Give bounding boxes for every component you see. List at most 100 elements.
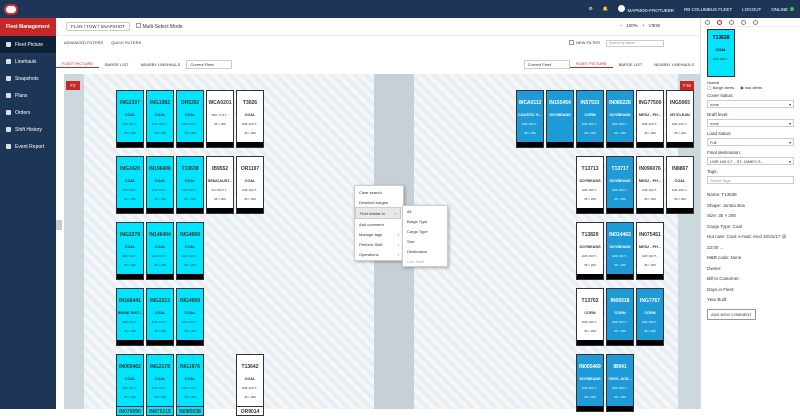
fleet-select-left[interactable]: Current Fleet: [186, 59, 233, 69]
barge-card[interactable]: IN005469 SOYBEANS LMF 193 T... 35 × 200: [576, 354, 604, 412]
multiselect-checkbox[interactable]: [136, 23, 142, 28]
context-submenu-item[interactable]: Barge Type: [407, 218, 428, 224]
user-menu[interactable]: MAPMOD-FROTUEBR: [618, 5, 674, 13]
advanced-filters-link[interactable]: ADVANCED FILTERS: [64, 39, 104, 45]
has-alerts-radio[interactable]: ◉ has alerts: [740, 85, 763, 90]
barge-card[interactable]: T13717 SOYBEANS LMF 193 T... 35 × 200: [606, 156, 634, 214]
barge-card[interactable]: IN8867 COAL LMF 193 T... 35 × 200: [666, 156, 694, 214]
check-icon[interactable]: [753, 19, 758, 25]
gear-icon[interactable]: ⚙: [588, 6, 593, 11]
barge-card[interactable]: ING2213 COAL LMF 193 T... 35 × 200: [146, 288, 174, 346]
barge-card[interactable]: ING4669 COAL LMF 193 T... 35 × 200: [176, 222, 204, 280]
context-menu-item[interactable]: Manage tags ›: [355, 229, 403, 239]
cover-status-select[interactable]: none ▾: [707, 100, 794, 108]
barge-card[interactable]: T13713 SOYBEANS LMF 193 T... 35 × 200: [576, 156, 604, 214]
barge-card[interactable]: OR5352 COAL LMF 193 T... 35 × 200: [176, 90, 204, 148]
barge-card[interactable]: IN014463 SOYBEANS LMF 193 T... 35 × 200: [606, 222, 634, 280]
barge-card[interactable]: OR1197 COAL LMF 193 T... 35 × 200: [236, 156, 264, 214]
barge-card[interactable]: IN57533 CORN LMF 193 T... 35 × 200: [576, 90, 604, 148]
tab-nearby-linehauls-left[interactable]: NEARBY LINEHAULS: [140, 61, 181, 67]
context-submenu-item[interactable]: Destination: [407, 248, 428, 254]
barge-card[interactable]: IN06518 CORN LMF 193 T... 35 × 200: [606, 288, 634, 346]
tab-fleet-picture-left[interactable]: FLEET PICTURE: [56, 60, 100, 68]
tab-barge-list-left[interactable]: BARGE LIST: [105, 61, 129, 67]
barge-card[interactable]: ING2278 COAL LMF 193 T... 35 × 200: [116, 222, 144, 280]
final-destination-select[interactable]: LMR 169.5 T - ST. JAMES S... ▾: [707, 157, 794, 165]
sidebar-item-shift-history[interactable]: Shift History: [0, 121, 56, 138]
barge-card[interactable]: ING77500 MES2 - PH... LMF 193 T... 35 × 200: [636, 90, 664, 148]
sidebar-item-fleet-picture[interactable]: Fleet Picture: [0, 36, 56, 53]
barge-card[interactable]: T13638 COAL LMF 193 T... 35 × 200: [176, 156, 204, 214]
barge-card[interactable]: IN085228 SOYBEANS LMF 193 T... 35 × 200: [606, 90, 634, 148]
lane-label-right[interactable]: F16: [680, 81, 694, 90]
plan-tow-snapshot-button[interactable]: FLAN / TOW / SNAPSHOT: [66, 22, 131, 31]
context-menu-item[interactable]: Deselect barges: [355, 197, 403, 207]
context-submenu-item[interactable]: Line Haul: [407, 258, 424, 264]
selected-barge-card[interactable]: T13638 COAL LMF 193 T...: [707, 29, 735, 77]
multiselect-toggle[interactable]: Multi-Select Mode: [136, 23, 183, 30]
barge-card[interactable]: ING1982 COAL LMF 193 T... 35 × 200: [146, 90, 174, 148]
barge-card[interactable]: IN155454 SOYBEANS: [546, 90, 574, 148]
barge-card[interactable]: WCA0112 CAUSTIC S... LMF 193 T... 35 × 200: [516, 90, 544, 148]
sidebar-item-linehauls[interactable]: Linehauls: [0, 53, 56, 70]
context-menu-item[interactable]: Perform Shift ›: [355, 239, 403, 249]
barge-card[interactable]: IN196406 COAL LMF 193 T... 35 × 200: [146, 156, 174, 214]
sidebar-item-plans[interactable]: Plans: [0, 87, 56, 104]
barge-card[interactable]: IN075451 MES2 - PH... LMF 193 T... 35 × 200: [636, 222, 664, 280]
clock-icon[interactable]: [729, 19, 734, 25]
logout-link[interactable]: LOGOUT: [742, 6, 762, 12]
barge-card[interactable]: ING5065 MT/CLEAN LMF 193 T... 35 × 200: [666, 90, 694, 148]
lane-label-left[interactable]: F2: [66, 81, 80, 90]
barge-card[interactable]: IN146404 COAL LMF 193 T... 35 × 200: [146, 222, 174, 280]
context-submenu-item[interactable]: All: [407, 208, 412, 214]
barge-alerts-radio[interactable]: ◯ Barge alerts: [707, 85, 735, 90]
context-menu-item[interactable]: Clear search: [355, 187, 403, 197]
barge-card[interactable]: ING7767 CORN LMF 193 T... 35 × 200: [636, 288, 664, 346]
add-comment-button[interactable]: ADD NEW COMMENT: [707, 308, 756, 320]
barge-card[interactable]: ING2178 COAL LMF 193 T... 35 × 200: [146, 354, 174, 412]
fleet-select-right[interactable]: Current Fleet: [523, 59, 570, 69]
sidebar-item-orders[interactable]: Orders: [0, 104, 56, 121]
search-input[interactable]: Search by Name: [606, 40, 664, 47]
context-submenu-item[interactable]: Size: [407, 238, 415, 244]
barge-card[interactable]: IN096076 MES2 - PH... LMF 193 T... 35 × 200: [636, 156, 664, 214]
barge-card[interactable]: IN085038: [176, 406, 204, 416]
panel-collapse-handle[interactable]: [56, 220, 62, 230]
tab-fleet-picture-right[interactable]: FLEET PICTURE: [569, 60, 613, 68]
sidebar-item-event-report[interactable]: Event Report: [0, 138, 56, 155]
barge-card[interactable]: IN875215: [146, 406, 174, 416]
barge-card[interactable]: IN075090: [116, 406, 144, 416]
bell-icon[interactable]: 🔔: [602, 6, 609, 11]
tab-nearby-linehauls-right[interactable]: NEARBY LINEHAULS: [654, 61, 694, 67]
barge-card[interactable]: T3026 COAL LMF 193 T... 35 × 200: [236, 90, 264, 148]
draft-level-select[interactable]: none ▾: [707, 119, 794, 127]
barge-card[interactable]: IB9552 SEN/CAUST... CH 154.5 T... 35 × 200: [206, 156, 234, 214]
context-menu-item[interactable]: Operations ›: [355, 249, 403, 259]
context-menu-item[interactable]: Find similar to ›: [355, 207, 401, 219]
sidebar-header[interactable]: Fleet Management: [0, 18, 56, 36]
barge-card[interactable]: IN005462 COAL LMF 193 T... 35 × 200: [116, 354, 144, 412]
barge-card[interactable]: ING4669 COAL LMF 193 T... 35 × 200: [176, 288, 204, 346]
barge-card[interactable]: ING2197 COAL LMF 193 T... 35 × 200: [116, 90, 144, 148]
context-menu-item[interactable]: Add comment: [355, 219, 403, 229]
barge-card[interactable]: T13829 SOYBEANS LMF 193 T... 35 × 200: [576, 222, 604, 280]
barge-card[interactable]: T13702 CORN LMF 193 T... 35 × 200: [576, 288, 604, 346]
new-filter-button[interactable]: NEW FILTER: [569, 40, 600, 45]
sidebar-item-snapshots[interactable]: Snapshots: [0, 70, 56, 87]
barge-card[interactable]: IB941 VINYL ACE... LMF 193 T... 35 × 200: [606, 354, 634, 412]
barge-card[interactable]: IN166441 BRINE DIST... LMF 193 T... 35 × 20…: [116, 288, 144, 346]
zoom-out-icon[interactable]: −: [619, 23, 623, 28]
boat-icon[interactable]: [705, 19, 710, 25]
tab-barge-list-right[interactable]: BARGE LIST: [618, 61, 643, 67]
info-icon[interactable]: [717, 19, 722, 25]
new-filter-toggle[interactable]: [569, 40, 575, 45]
barge-card[interactable]: OR9014: [236, 406, 264, 416]
zoom-in-icon[interactable]: +: [641, 23, 645, 28]
barge-card[interactable]: T13642 COAL LMF 193 T... 35 × 200: [236, 354, 264, 412]
barge-card[interactable]: ING2420 COAL LMF 193 T... 35 × 200: [116, 156, 144, 214]
fleet-selector[interactable]: RB COLUMBUS FLEET: [683, 6, 733, 12]
context-submenu-item[interactable]: Cargo Type: [407, 228, 428, 234]
barge-card[interactable]: ING1976 COAL LMF 193 T... 35 × 200: [176, 354, 204, 412]
tags-input[interactable]: Select Tags: [707, 176, 794, 184]
view-menu[interactable]: VIEW: [648, 23, 660, 28]
